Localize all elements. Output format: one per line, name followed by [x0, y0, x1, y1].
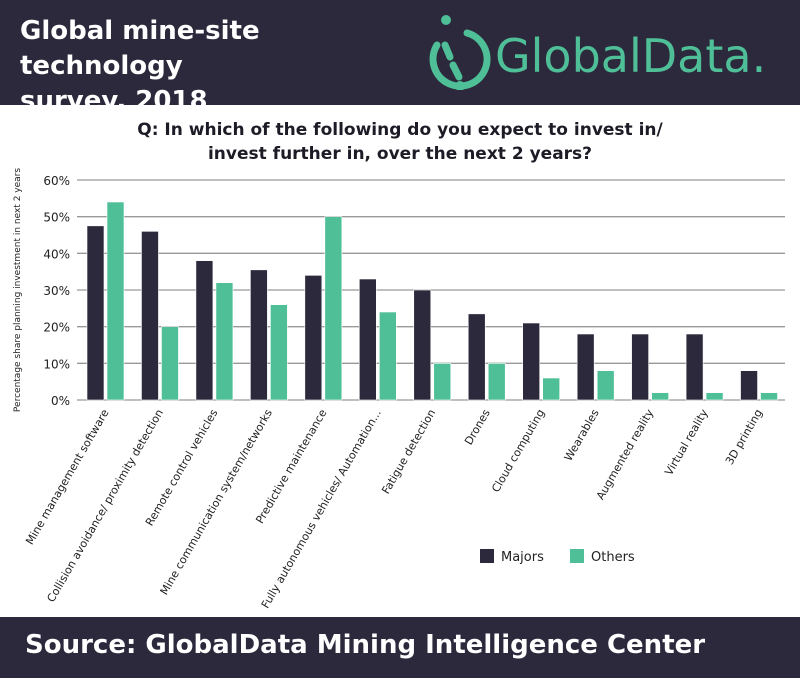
bar-majors [522, 322, 540, 401]
bar-majors [359, 278, 377, 401]
bar-others [433, 363, 452, 401]
bar-chart: 0% 10% 20% 30% 40% 50% 60% Percentage share pla… [13, 168, 785, 611]
question-line-2: invest further in, over the next 2 years… [207, 144, 593, 164]
bar-others [379, 311, 397, 401]
question: Q: In which of the following do you expe… [0, 118, 800, 166]
y-tick-label: 40% [43, 247, 70, 261]
x-tick-label: Collision avoidance/ proximity detection [45, 407, 167, 605]
x-tick-label: Fully autonomous vehicles/ Automation... [259, 407, 384, 611]
x-tick-label: 3D printing [723, 407, 765, 467]
x-tick-label: Virtual reality [662, 407, 711, 478]
bar-others [760, 392, 778, 401]
y-tick-label: 60% [43, 174, 70, 188]
bar-majors [576, 333, 595, 401]
x-tick-label: Cloud computing [489, 407, 547, 495]
header: Global mine-site technology survey, 2018… [0, 0, 800, 116]
bar-majors [631, 333, 649, 401]
x-tick-label: Mine communication system/networks [158, 407, 276, 598]
bar-majors [304, 275, 323, 401]
bar-majors [467, 313, 486, 401]
bar-others [487, 363, 506, 401]
bar-majors [141, 231, 159, 401]
footer: Source: GlobalData Mining Intelligence C… [0, 617, 800, 678]
svg-text:GlobalData.: GlobalData. [495, 29, 766, 83]
bar-others [596, 370, 615, 401]
globaldata-logo: GlobalData. [429, 15, 766, 90]
question-line-1: Q: In which of the following do you expe… [137, 120, 663, 140]
title-line-1: Global mine-site technology [20, 16, 260, 81]
y-tick-label: 0% [51, 394, 70, 408]
y-tick-label: 30% [43, 284, 70, 298]
y-tick-label: 10% [43, 357, 70, 371]
bar-majors [86, 225, 105, 401]
bar-majors [250, 269, 268, 401]
bar-others [161, 326, 179, 401]
x-tick-label: Augmented reality [594, 407, 657, 502]
y-axis-label: Percentage share planning investment in … [13, 168, 23, 412]
x-tick-label: Drones [462, 407, 493, 447]
y-tick-label: 20% [43, 321, 70, 335]
legend-label-others: Others [591, 550, 635, 565]
bar-others [270, 304, 288, 401]
bar-others [705, 392, 724, 401]
bar-majors [413, 289, 432, 401]
bar-others [651, 392, 669, 401]
y-tick-label: 50% [43, 211, 70, 225]
title-line-2: survey, 2018 [20, 86, 208, 116]
page-title: Global mine-site technology survey, 2018 [20, 14, 400, 119]
x-tick-label: Wearables [562, 407, 602, 464]
bar-others [324, 216, 343, 401]
bar-others [106, 201, 125, 401]
bar-majors [740, 370, 758, 401]
legend-swatch-others [570, 549, 584, 563]
x-tick-label: Fatigue detection [379, 407, 438, 496]
legend-label-majors: Majors [501, 550, 544, 565]
legend-swatch-majors [480, 549, 494, 563]
bar-others [542, 377, 560, 401]
source-text: Source: GlobalData Mining Intelligence C… [25, 630, 706, 660]
bar-majors [685, 333, 704, 401]
bar-others [215, 282, 234, 401]
bar-majors [195, 260, 214, 401]
